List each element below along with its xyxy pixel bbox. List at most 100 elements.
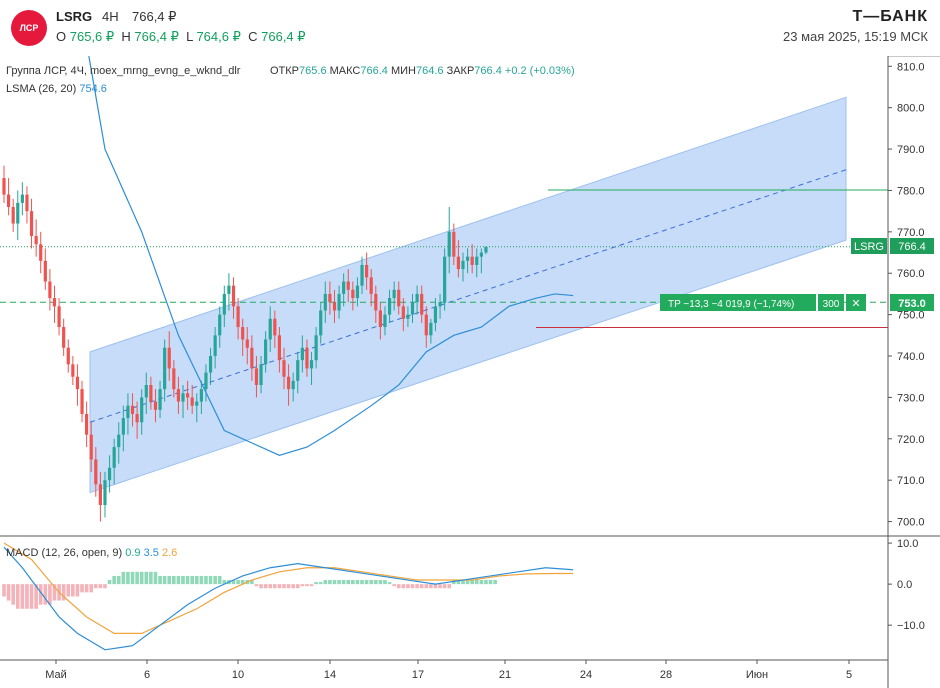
candle-body[interactable] [153,401,158,410]
candle-body[interactable] [66,347,70,365]
candle-body[interactable] [6,194,11,208]
candle-body[interactable] [167,347,171,369]
candle-body[interactable] [264,339,268,365]
candle-body[interactable] [222,293,226,315]
position-label[interactable]: TP −13,3 −4 019,9 (−1,74%) 300 ✕ [660,294,866,311]
timeframe-label[interactable]: 4Н [102,9,119,24]
candle-body[interactable] [204,372,208,390]
candle-body[interactable] [332,302,337,311]
candle-body[interactable] [172,368,176,390]
candle-body[interactable] [57,306,61,328]
candle-body[interactable] [410,302,415,315]
candle-body[interactable] [112,447,116,468]
candle-body[interactable] [420,293,424,315]
candle-body[interactable] [43,260,47,282]
candle-body[interactable] [424,314,428,336]
candle-body[interactable] [181,393,185,402]
candle-body[interactable] [461,260,465,270]
candle-body[interactable] [475,256,479,265]
candle-body[interactable] [130,405,135,414]
candle-body[interactable] [62,327,66,348]
candle-body[interactable] [387,298,392,315]
candle-body[interactable] [16,202,20,224]
candle-body[interactable] [126,405,130,419]
candle-body[interactable] [456,256,461,270]
candle-body[interactable] [383,314,387,328]
candle-body[interactable] [103,480,107,506]
candle-body[interactable] [231,285,236,307]
price-chart[interactable]: 700.0 710.0 720.0 730.0 740.0 750.0 760.0 770.0… [0,56,940,688]
candle-body[interactable] [80,389,84,414]
candle-body[interactable] [227,285,231,294]
candle-body[interactable] [355,285,360,299]
candle-body[interactable] [277,335,281,361]
candle-body[interactable] [2,178,6,195]
candle-body[interactable] [465,256,470,261]
candle-body[interactable] [479,252,483,257]
candle-body[interactable] [323,293,327,311]
candle-body[interactable] [309,360,314,369]
candle-body[interactable] [186,393,190,398]
candle-body[interactable] [484,246,488,253]
candle-body[interactable] [25,194,29,212]
candle-body[interactable] [250,347,254,369]
candle-body[interactable] [218,314,222,336]
candle-body[interactable] [75,376,80,390]
candle-body[interactable] [268,318,272,340]
candle-body[interactable] [305,347,309,369]
candle-body[interactable] [85,413,89,435]
candle-body[interactable] [351,289,355,299]
candle-body[interactable] [20,194,24,203]
candle-body[interactable] [378,310,382,328]
macd-signal-line[interactable] [3,542,574,634]
candle-body[interactable] [48,281,52,299]
position-qty-bg[interactable] [818,294,844,311]
candle-body[interactable] [140,397,144,423]
candle-body[interactable] [337,293,341,311]
candle-body[interactable] [89,434,93,460]
candle-body[interactable] [319,310,323,336]
candle-body[interactable] [300,347,304,361]
candle-body[interactable] [98,484,102,506]
candle-body[interactable] [470,256,474,265]
candle-body[interactable] [314,335,318,361]
macd-line[interactable] [3,546,574,651]
candle-body[interactable] [34,235,38,245]
candle-body[interactable] [369,277,373,294]
candle-body[interactable] [282,360,286,377]
candle-body[interactable] [94,459,98,485]
candle-body[interactable] [328,293,332,303]
candle-body[interactable] [360,264,364,286]
candle-body[interactable] [291,380,295,390]
candle-body[interactable] [208,356,213,373]
candle-body[interactable] [121,418,125,435]
candle-body[interactable] [452,231,456,257]
candle-body[interactable] [149,384,153,402]
candle-body[interactable] [397,289,401,307]
candle-body[interactable] [158,389,162,410]
candle-body[interactable] [415,293,419,303]
candle-body[interactable] [117,434,121,448]
candle-body[interactable] [443,256,447,303]
close-icon[interactable]: ✕ [851,298,860,310]
candle-body[interactable] [429,322,433,336]
candle-body[interactable] [296,360,300,381]
candle-body[interactable] [199,389,203,402]
candle-body[interactable] [52,298,57,307]
candle-body[interactable] [135,413,139,423]
candle-body[interactable] [438,302,442,307]
candle-body[interactable] [11,207,15,224]
candle-body[interactable] [190,397,194,406]
candle-body[interactable] [195,401,199,406]
candle-body[interactable] [245,339,249,348]
candle-body[interactable] [144,384,148,398]
candle-body[interactable] [365,264,369,278]
candle-body[interactable] [401,306,405,319]
candle-body[interactable] [29,211,34,236]
candle-body[interactable] [447,231,451,257]
candle-body[interactable] [374,293,378,311]
candle-body[interactable] [241,327,245,340]
candle-body[interactable] [236,306,240,328]
candle-body[interactable] [286,376,291,390]
position-label-bg[interactable] [660,294,816,311]
